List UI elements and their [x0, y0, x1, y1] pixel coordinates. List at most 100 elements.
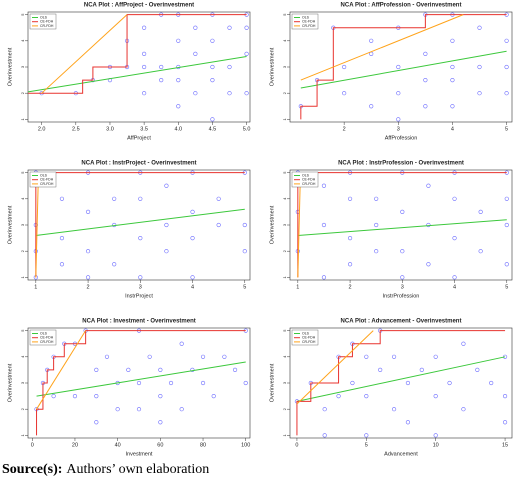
legend-label: CR-FDH — [40, 182, 54, 186]
point — [159, 77, 164, 83]
point — [193, 51, 198, 57]
point — [504, 91, 509, 96]
point — [450, 77, 455, 83]
line-1 — [28, 14, 247, 94]
point — [342, 64, 347, 70]
point — [364, 433, 369, 438]
point — [369, 104, 374, 109]
point — [391, 354, 397, 359]
point — [210, 38, 215, 43]
point — [190, 209, 195, 215]
point — [447, 380, 452, 386]
line-1 — [297, 172, 507, 278]
legend-label: CR-FDH — [40, 24, 54, 28]
point — [400, 275, 405, 280]
legend-label: CR-FDH — [40, 340, 54, 344]
x-tick-label: 2 — [343, 126, 346, 132]
legend-label: CE-FDH — [302, 20, 316, 24]
point — [227, 64, 232, 70]
x-tick-label: 2 — [349, 284, 352, 290]
point — [142, 91, 147, 96]
point — [419, 367, 424, 373]
x-axis-label: AffProfession — [385, 135, 418, 141]
x-tick-label: 4 — [453, 284, 456, 290]
chart-title: NCA Plot : Investment - Overinvestment — [82, 319, 195, 325]
line-0 — [35, 208, 245, 236]
point — [396, 117, 401, 122]
y-tick-label: 1 — [282, 117, 287, 120]
point — [478, 249, 483, 254]
point — [321, 183, 327, 188]
y-tick-label: 1 — [20, 275, 25, 278]
y-tick-label: 5 — [20, 329, 25, 332]
point — [374, 196, 379, 201]
x-axis-label: AffProject — [127, 135, 151, 141]
point — [190, 235, 195, 241]
point — [364, 393, 369, 399]
x-tick-label: 10 — [433, 442, 439, 448]
point — [164, 222, 169, 228]
x-tick-label: 5 — [505, 126, 508, 132]
point — [504, 196, 509, 201]
x-axis-label: Advancement — [384, 451, 418, 457]
x-tick-label: 3.5 — [140, 126, 148, 132]
line-2 — [41, 14, 128, 94]
y-tick-label: 2 — [20, 407, 25, 410]
y-tick-label: 3 — [20, 65, 25, 68]
point — [190, 367, 195, 373]
point — [222, 354, 227, 359]
point — [502, 420, 508, 425]
point — [179, 407, 184, 412]
point — [176, 77, 181, 83]
x-tick-label: 1 — [34, 284, 37, 290]
point — [164, 249, 169, 254]
point — [104, 354, 110, 359]
plot-frame — [27, 327, 251, 439]
point — [475, 367, 480, 373]
point — [85, 275, 91, 280]
point — [242, 249, 247, 254]
point — [112, 196, 117, 201]
y-tick-label: 3 — [282, 65, 287, 68]
point — [158, 420, 163, 425]
point — [51, 393, 56, 399]
point — [391, 407, 397, 412]
point — [426, 222, 431, 228]
y-axis-label: Overinvestment — [269, 205, 275, 244]
point — [59, 262, 65, 267]
caption-label: Source(s): — [2, 462, 63, 477]
y-tick-label: 5 — [282, 171, 287, 174]
point — [142, 51, 147, 57]
y-tick-label: 4 — [282, 355, 287, 358]
legend-label: CR-FDH — [302, 24, 316, 28]
point — [158, 393, 163, 399]
x-tick-label: 15 — [502, 442, 508, 448]
point — [227, 25, 232, 30]
point — [126, 367, 131, 373]
point — [244, 91, 249, 96]
point — [452, 196, 457, 201]
point — [423, 77, 428, 83]
x-axis-label: InstrProject — [125, 293, 153, 299]
point — [85, 249, 91, 254]
point — [405, 380, 411, 386]
point — [426, 183, 431, 188]
x-tick-label: 5 — [365, 442, 368, 448]
point — [59, 235, 65, 241]
x-tick-label: 5 — [505, 284, 508, 290]
line-0 — [300, 50, 507, 89]
point — [347, 262, 353, 267]
point — [321, 275, 327, 280]
point — [461, 407, 466, 412]
legend-label: CE-FDH — [302, 336, 316, 340]
point — [369, 38, 374, 43]
point — [138, 275, 143, 280]
point — [347, 196, 353, 201]
x-axis-label: InstrProfession — [383, 293, 420, 299]
chart-title: NCA Plot : InstrProject - Overinvestment — [81, 161, 196, 167]
line-1 — [300, 14, 507, 120]
x-tick-label: 80 — [200, 442, 206, 448]
point — [244, 25, 249, 30]
y-tick-label: 4 — [282, 39, 287, 42]
point — [504, 38, 509, 43]
